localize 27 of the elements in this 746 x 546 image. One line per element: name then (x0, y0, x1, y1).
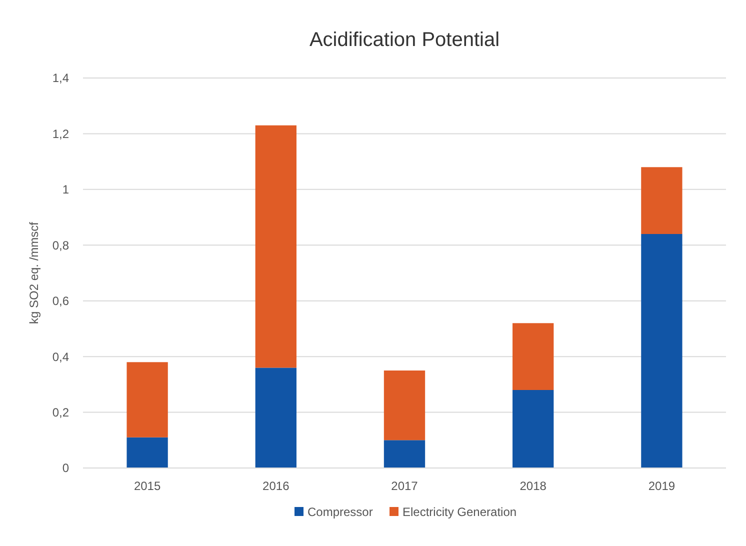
y-axis-title: kg SO2 eq. /mmscf (27, 221, 41, 324)
bar (641, 167, 682, 234)
legend-label: Compressor (308, 505, 373, 519)
legend-label: Electricity Generation (402, 505, 517, 519)
chart-title: Acidification Potential (309, 29, 500, 51)
y-tick-label: 1 (62, 182, 70, 197)
bar (641, 234, 682, 468)
bar (384, 440, 426, 468)
y-tick-label: 0,6 (52, 294, 70, 308)
x-tick-label: 2015 (134, 479, 161, 493)
bar (384, 370, 426, 440)
bar (512, 323, 554, 390)
bar (126, 437, 168, 468)
y-tick-label: 0,8 (52, 238, 70, 252)
y-tick-label: 0,4 (52, 350, 70, 364)
bar (126, 362, 168, 438)
bar (512, 390, 554, 468)
x-tick-label: 2016 (262, 479, 290, 493)
x-tick-label: 2019 (648, 479, 676, 493)
bar (255, 368, 296, 468)
y-tick-label: 1,4 (52, 71, 70, 86)
y-tick-label: 0,2 (52, 405, 70, 420)
bar (255, 125, 296, 368)
y-tick-label: 1,2 (52, 126, 70, 141)
y-tick-label: 0 (62, 461, 70, 476)
x-tick-label: 2018 (520, 479, 547, 493)
x-tick-label: 2017 (391, 479, 418, 493)
